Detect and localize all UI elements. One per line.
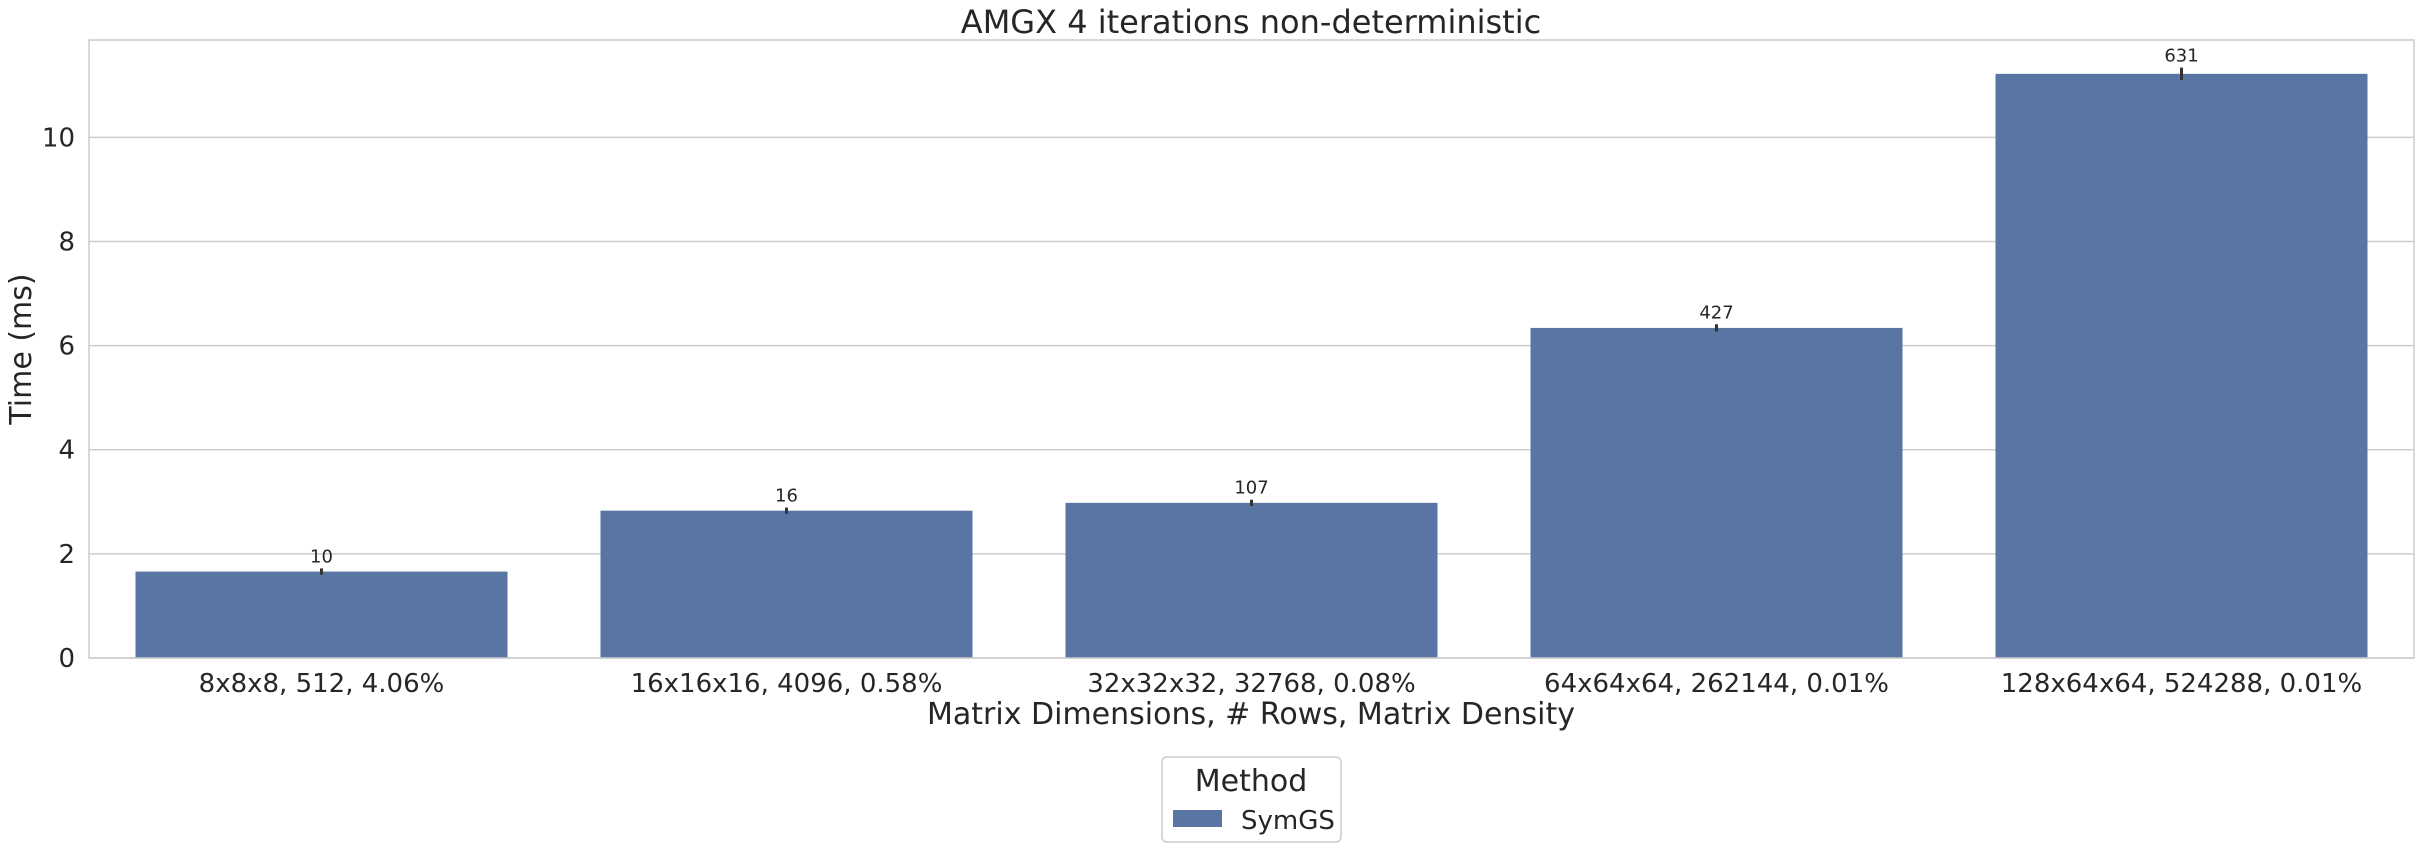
y-tick-label: 10 [42, 123, 75, 153]
x-tick-labels: 8x8x8, 512, 4.06% 16x16x16, 4096, 0.58% 32… [199, 669, 2363, 699]
bar [600, 510, 973, 658]
x-tick-label: 128x64x64, 524288, 0.01% [2001, 669, 2362, 699]
bar [1530, 327, 1903, 658]
bar [135, 571, 508, 658]
x-tick-label: 32x32x32, 32768, 0.08% [1087, 669, 1415, 699]
data-label: 107 [1234, 478, 1268, 499]
y-tick-label: 4 [58, 436, 75, 466]
bar [1065, 502, 1438, 658]
data-labels: 10 16 107 427 631 [310, 46, 2199, 568]
y-tick-labels: 0 2 4 6 8 10 [42, 123, 75, 674]
x-axis-label: Matrix Dimensions, # Rows, Matrix Densit… [927, 697, 1575, 732]
y-tick-label: 6 [58, 332, 75, 362]
bars [135, 73, 2368, 658]
y-tick-label: 8 [58, 227, 75, 257]
error-bars [320, 67, 2183, 575]
legend: Method SymGS [1161, 756, 1342, 843]
chart-title: AMGX 4 iterations non-deterministic [961, 3, 1541, 41]
x-tick-label: 64x64x64, 262144, 0.01% [1544, 669, 1889, 699]
data-label: 10 [310, 546, 333, 567]
data-label: 427 [1699, 302, 1733, 323]
y-axis-label: Time (ms) [4, 273, 39, 425]
y-tick-label: 0 [58, 644, 75, 674]
legend-label-symgs: SymGS [1241, 806, 1335, 836]
y-tick-label: 2 [58, 540, 75, 570]
legend-swatch-symgs [1173, 810, 1222, 827]
bar [1995, 73, 2368, 658]
plot-frame [88, 39, 2415, 659]
x-tick-label: 16x16x16, 4096, 0.58% [631, 669, 943, 699]
x-tick-label: 8x8x8, 512, 4.06% [199, 669, 445, 699]
data-label: 16 [775, 486, 798, 507]
data-label: 631 [2164, 46, 2198, 67]
legend-title: Method [1195, 764, 1308, 799]
